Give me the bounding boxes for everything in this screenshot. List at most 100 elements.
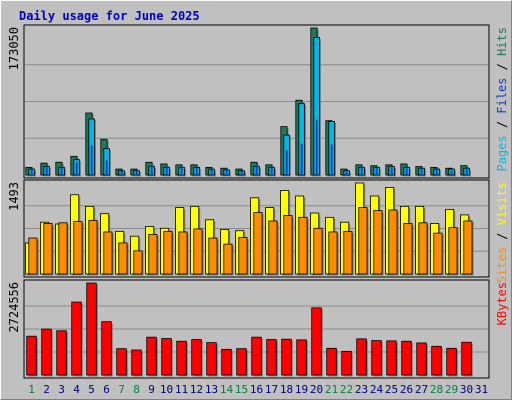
sites-bar-fill bbox=[208, 237, 218, 275]
day-17-kbytes bbox=[266, 339, 278, 377]
day-25-sites-visits bbox=[385, 187, 399, 276]
legend-label-kbytes: KBytes bbox=[495, 282, 509, 325]
sites-bar-fill bbox=[238, 237, 248, 275]
sites-bar-fill bbox=[58, 222, 68, 275]
sites-bar-fill bbox=[133, 250, 143, 275]
sites-bar bbox=[238, 237, 249, 276]
kbytes-bar-fill bbox=[461, 341, 472, 376]
day-9-pages-files-hits bbox=[145, 161, 156, 177]
day-9-kbytes bbox=[146, 336, 158, 377]
sites-bar-fill bbox=[373, 210, 383, 275]
kbytes-bar bbox=[311, 307, 323, 377]
kbytes-bar-fill bbox=[26, 335, 37, 376]
sites-bar bbox=[148, 233, 159, 276]
kbytes-bar-fill bbox=[41, 328, 52, 376]
day-label-23: 23 bbox=[355, 383, 368, 396]
day-30-pages-files-hits bbox=[460, 165, 471, 177]
day-4-kbytes bbox=[71, 301, 83, 377]
kbytes-bar bbox=[341, 350, 353, 377]
sites-bar-fill bbox=[193, 228, 203, 275]
sites-bar bbox=[448, 227, 459, 276]
legend-label-pages-files-hits: Pages / Files / Hits bbox=[495, 27, 509, 172]
files-bar bbox=[465, 169, 468, 175]
files-bar bbox=[435, 169, 438, 175]
files-bar bbox=[345, 171, 348, 175]
sites-bar bbox=[463, 220, 474, 276]
sites-bar bbox=[298, 216, 309, 276]
kbytes-bar bbox=[71, 301, 83, 377]
day-label-16: 16 bbox=[250, 383, 263, 396]
day-27-pages-files-hits bbox=[415, 166, 426, 177]
kbytes-bar-fill bbox=[251, 336, 262, 376]
files-bar bbox=[405, 168, 408, 175]
day-label-20: 20 bbox=[310, 383, 323, 396]
day-13-sites-visits bbox=[205, 219, 219, 276]
kbytes-bar-fill bbox=[401, 340, 412, 376]
day-29-kbytes bbox=[446, 347, 458, 377]
kbytes-bar-fill bbox=[281, 338, 292, 376]
kbytes-bar-fill bbox=[296, 339, 307, 376]
kbytes-bar bbox=[446, 347, 458, 377]
sites-bar bbox=[433, 232, 444, 276]
day-20-sites-visits bbox=[310, 212, 324, 276]
kbytes-bar bbox=[191, 339, 203, 377]
kbytes-bar-fill bbox=[371, 340, 382, 376]
kbytes-bar bbox=[401, 340, 413, 377]
kbytes-bar-fill bbox=[221, 348, 232, 376]
kbytes-bar-fill bbox=[446, 347, 457, 376]
files-bar bbox=[150, 164, 153, 175]
day-3-pages-files-hits bbox=[55, 161, 66, 177]
day-26-kbytes bbox=[401, 340, 413, 377]
day-15-kbytes bbox=[236, 348, 248, 377]
day-20-kbytes bbox=[311, 307, 323, 377]
day-4-pages-files-hits bbox=[70, 155, 81, 177]
day-28-sites-visits bbox=[430, 223, 444, 276]
day-label-31: 31 bbox=[475, 383, 488, 396]
day-label-25: 25 bbox=[385, 383, 398, 396]
legend-part-kbytes-0: KBytes bbox=[495, 282, 509, 325]
sites-bar bbox=[118, 242, 129, 276]
kbytes-bar bbox=[56, 330, 68, 377]
sites-bar bbox=[403, 223, 414, 276]
day-1-pages-files-hits bbox=[25, 166, 36, 177]
kbytes-bar bbox=[386, 340, 398, 377]
day-label-10: 10 bbox=[160, 383, 173, 396]
kbytes-bar-fill bbox=[131, 349, 142, 376]
sites-bar bbox=[163, 230, 174, 276]
day-label-21: 21 bbox=[325, 383, 338, 396]
files-bar bbox=[90, 145, 93, 175]
sites-bar-fill bbox=[298, 216, 308, 275]
day-16-kbytes bbox=[251, 336, 263, 377]
day-12-sites-visits bbox=[190, 205, 204, 276]
day-label-15: 15 bbox=[235, 383, 248, 396]
sites-bar-fill bbox=[88, 219, 98, 275]
kbytes-bar bbox=[26, 335, 38, 377]
day-1-sites-visits bbox=[25, 237, 39, 276]
day-label-5: 5 bbox=[88, 383, 95, 396]
day-22-sites-visits bbox=[340, 221, 354, 276]
day-25-kbytes bbox=[386, 340, 398, 377]
kbytes-bar bbox=[131, 349, 143, 377]
day-24-kbytes bbox=[371, 340, 383, 377]
files-bar bbox=[420, 169, 423, 175]
files-bar bbox=[225, 169, 228, 175]
kbytes-bar bbox=[266, 339, 278, 377]
day-30-kbytes bbox=[461, 341, 473, 377]
day-8-kbytes bbox=[131, 349, 143, 377]
day-15-sites-visits bbox=[235, 230, 249, 276]
files-bar bbox=[195, 167, 198, 175]
day-12-kbytes bbox=[191, 339, 203, 377]
kbytes-bar bbox=[161, 338, 173, 377]
day-23-pages-files-hits bbox=[355, 164, 366, 177]
day-13-kbytes bbox=[206, 342, 218, 377]
files-bar bbox=[255, 165, 258, 175]
sites-bar-fill bbox=[253, 212, 263, 275]
legend-part-sites-visits-0: Sites bbox=[495, 247, 509, 283]
day-14-kbytes bbox=[221, 348, 233, 377]
day-label-11: 11 bbox=[175, 383, 188, 396]
day-19-sites-visits bbox=[295, 195, 309, 276]
day-label-9: 9 bbox=[148, 383, 155, 396]
files-bar bbox=[390, 167, 393, 175]
sites-bar-fill bbox=[103, 231, 113, 275]
kbytes-bar-fill bbox=[86, 282, 97, 376]
